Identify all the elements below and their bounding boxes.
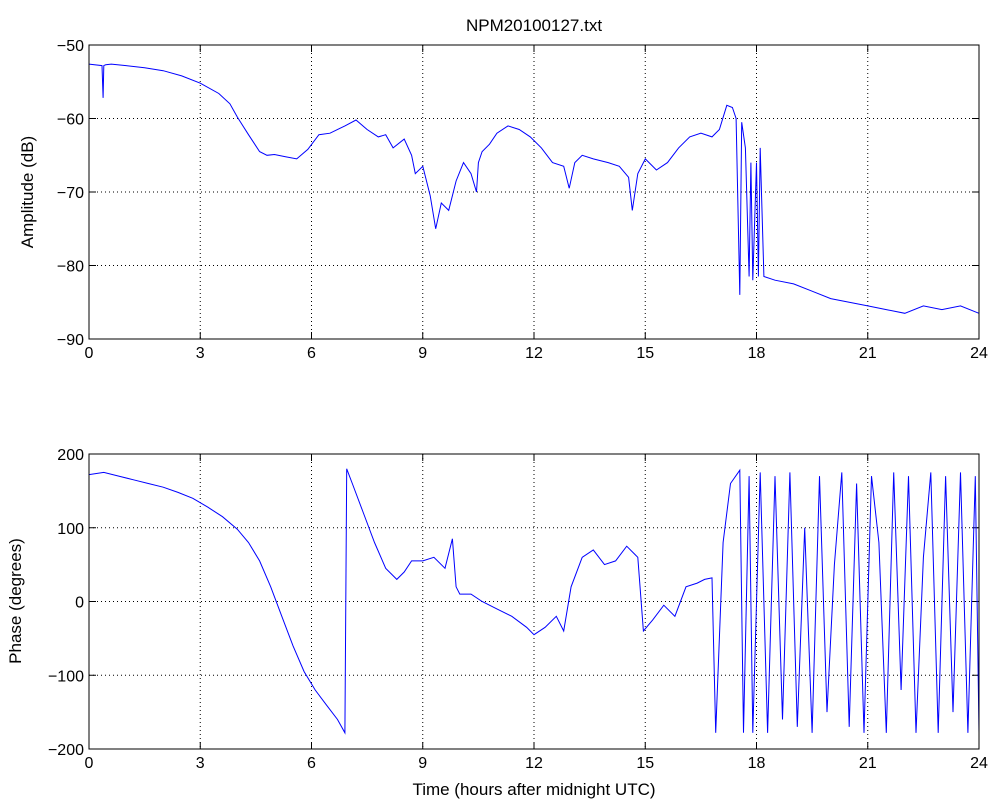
amplitude-axes-frame: [88, 44, 980, 340]
amplitude-grid: [89, 45, 979, 339]
y-tick-label: 0: [75, 595, 84, 612]
x-tick-label: 6: [307, 755, 316, 772]
x-tick-label: 12: [525, 345, 543, 362]
y-tick-label: 200: [57, 447, 84, 464]
x-tick-label: 3: [196, 755, 205, 772]
phase-series-line: [88, 468, 980, 735]
phase-grid: [89, 454, 979, 749]
y-tick-label: −50: [57, 38, 84, 55]
phase-y-ticks: −200 −100 0 100 200: [48, 447, 979, 759]
x-tick-label: 18: [748, 755, 766, 772]
x-tick-label: 18: [748, 345, 766, 362]
x-tick-label: 24: [970, 755, 988, 772]
x-tick-label: 0: [85, 345, 94, 362]
amplitude-y-axis-label: Amplitude (dB): [18, 136, 37, 248]
x-tick-label: 9: [418, 755, 427, 772]
amplitude-series-line: [88, 63, 980, 314]
phase-x-axis-label: Time (hours after midnight UTC): [412, 780, 655, 799]
x-tick-label: 0: [85, 755, 94, 772]
x-tick-label: 15: [636, 345, 654, 362]
y-tick-label: 100: [57, 521, 84, 538]
amplitude-y-ticks: −90 −80 −70 −60 −50: [57, 38, 979, 349]
x-tick-label: 24: [970, 345, 988, 362]
y-tick-label: −90: [57, 332, 84, 349]
phase-axes-frame: [88, 453, 980, 750]
x-tick-label: 15: [636, 755, 654, 772]
phase-y-axis-label: Phase (degrees): [6, 538, 25, 664]
phase-x-ticks: 0 3 6 9 12 15 18 21 24: [85, 454, 988, 772]
phase-plot: 0 3 6 9 12 15 18 21 24 −200 −100 0 100 200 Phase (de…: [6, 447, 988, 799]
x-tick-label: 6: [307, 345, 316, 362]
x-tick-label: 21: [859, 345, 877, 362]
y-tick-label: −80: [57, 259, 84, 276]
y-tick-label: −200: [48, 742, 84, 759]
x-tick-label: 21: [859, 755, 877, 772]
x-tick-label: 9: [418, 345, 427, 362]
x-tick-label: 3: [196, 345, 205, 362]
chart-title: NPM20100127.txt: [466, 16, 602, 35]
y-tick-label: −100: [48, 668, 84, 685]
y-tick-label: −70: [57, 185, 84, 202]
y-tick-label: −60: [57, 112, 84, 129]
x-tick-label: 12: [525, 755, 543, 772]
amplitude-plot: NPM20100127.txt 0 3 6 9 12 15 18 21 24 −90 −80 −70…: [18, 16, 988, 362]
